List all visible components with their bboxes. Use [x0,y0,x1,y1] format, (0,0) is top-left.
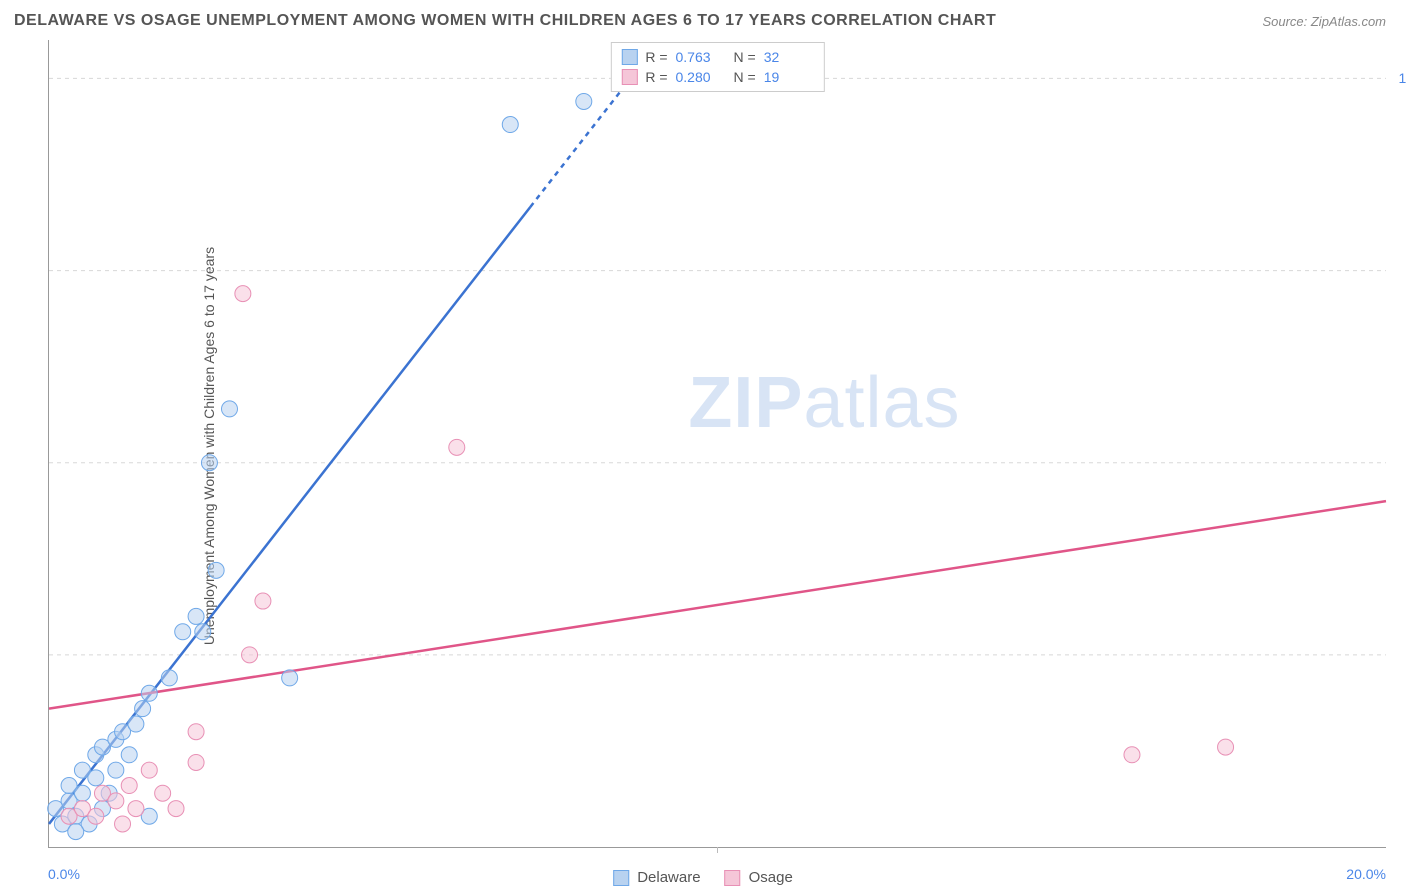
series-legend-item: Delaware [613,869,700,886]
data-point [208,562,224,578]
watermark-atlas: atlas [803,363,960,443]
data-point [188,724,204,740]
data-point [1124,747,1140,763]
correlation-legend: R = 0.763 N = 32 R = 0.280 N = 19 [610,42,824,92]
r-label: R = [645,69,667,85]
data-point [195,624,211,640]
correlation-legend-row: R = 0.280 N = 19 [621,67,813,87]
trend-line [49,501,1386,709]
data-point [88,808,104,824]
n-value: 19 [764,69,814,85]
r-value: 0.280 [676,69,726,85]
data-point [115,816,131,832]
chart-plot-area: ZIPatlas R =0.763N =32R =0.280N =19 25.0… [48,40,1386,848]
data-point [155,785,171,801]
legend-swatch [725,870,741,886]
n-label: N = [734,69,756,85]
r-value: 0.763 [676,49,726,65]
watermark: ZIPatlas [688,362,960,444]
data-point [121,747,137,763]
data-point [282,670,298,686]
n-label: N = [734,49,756,65]
data-point [576,93,592,109]
data-point [161,670,177,686]
data-point [188,754,204,770]
data-point [68,824,84,840]
series-legend-item: Osage [725,869,793,886]
series-label: Osage [749,869,793,886]
data-point [502,117,518,133]
watermark-zip: ZIP [688,363,803,443]
data-point [221,401,237,417]
data-point [188,608,204,624]
data-point [88,770,104,786]
data-point [108,793,124,809]
data-point [121,778,137,794]
data-point [168,801,184,817]
data-point [108,762,124,778]
data-point [175,624,191,640]
data-point [141,762,157,778]
data-point [449,439,465,455]
data-point [128,801,144,817]
data-point [255,593,271,609]
legend-swatch [613,870,629,886]
data-point [141,685,157,701]
data-point [1218,739,1234,755]
x-axis-tick-min: 0.0% [48,866,80,882]
source-credit: Source: ZipAtlas.com [1262,14,1386,29]
data-point [235,286,251,302]
data-point [74,785,90,801]
chart-title: DELAWARE VS OSAGE UNEMPLOYMENT AMONG WOM… [14,12,996,30]
data-point [242,647,258,663]
legend-swatch [621,49,637,65]
correlation-legend-row: R = 0.763 N = 32 [621,47,813,67]
n-value: 32 [764,49,814,65]
data-point [201,455,217,471]
data-point [128,716,144,732]
y-axis-tick-label: 100.0% [1399,70,1406,86]
data-point [135,701,151,717]
r-label: R = [645,49,667,65]
legend-swatch [621,69,637,85]
x-axis-tick-max: 20.0% [1346,866,1386,882]
series-label: Delaware [637,869,700,886]
series-legend: Delaware Osage [613,869,793,886]
